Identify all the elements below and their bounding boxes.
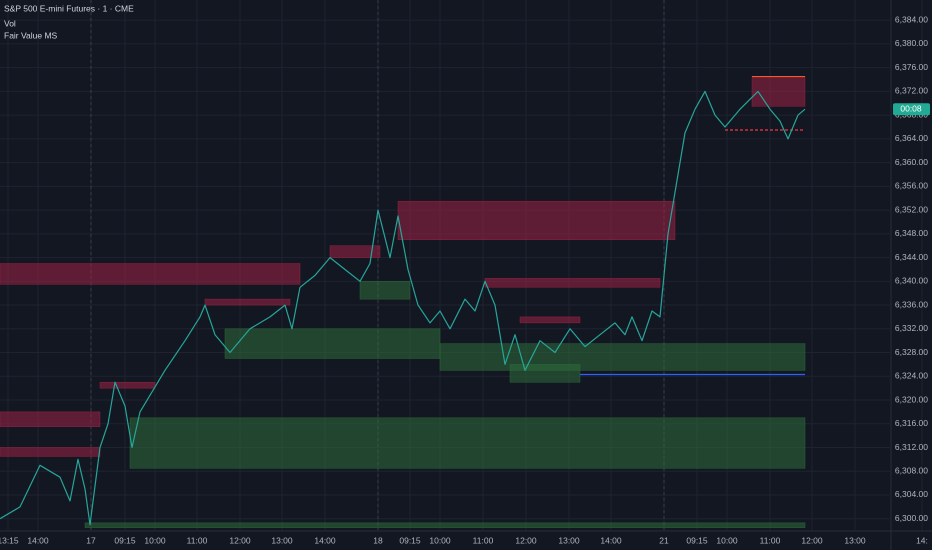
- y-tick-label: 6,352.00: [895, 204, 928, 214]
- last-price-box: [893, 103, 930, 116]
- x-tick-label: 09:15: [686, 535, 708, 545]
- x-tick-label: 09:15: [399, 535, 421, 545]
- x-tick-label: 14:00: [600, 535, 622, 545]
- y-tick-label: 6,348.00: [895, 228, 928, 238]
- y-tick-label: 6,344.00: [895, 252, 928, 262]
- x-tick-label: 11:00: [187, 535, 208, 545]
- x-tick-label: 13:00: [844, 535, 866, 545]
- y-tick-label: 6,312.00: [895, 442, 928, 452]
- y-tick-label: 6,332.00: [895, 323, 928, 333]
- axes: 6,300.00 6,304.00 6,308.00 6,312.00 6,316.00…: [0, 14, 930, 545]
- last-price-label: 00:08: [900, 103, 922, 113]
- x-tick-label: 12:00: [229, 535, 251, 545]
- y-tick-label: 6,340.00: [895, 276, 928, 286]
- x-tick-label: 13:00: [558, 535, 580, 545]
- x-tick-label: 18: [373, 535, 383, 545]
- y-tick-label: 6,360.00: [895, 157, 928, 167]
- y-tick-label: 6,324.00: [895, 371, 928, 381]
- fair-value-zone: [0, 447, 101, 457]
- chart-title: S&P 500 E-mini Futures · 1 · CME: [4, 3, 134, 13]
- price: [0, 90, 806, 526]
- fair-value-zone: [129, 417, 806, 469]
- fair-value-zone: [99, 381, 156, 389]
- y-tick-label: 6,364.00: [895, 133, 928, 143]
- x-tick-label: 13:15: [0, 535, 19, 545]
- fair-value-zone: [224, 328, 441, 359]
- x-tick-label: 14:00: [27, 535, 49, 545]
- fair-value-zone: [751, 76, 806, 107]
- x-tick-label: 12:00: [801, 535, 823, 545]
- y-tick-label: 6,380.00: [895, 38, 928, 48]
- price-line: [0, 90, 806, 526]
- fair-value-zone: [0, 411, 101, 427]
- fair-value-zone: [509, 364, 581, 383]
- fair-value-zone: [84, 522, 806, 528]
- y-tick-label: 6,328.00: [895, 347, 928, 357]
- x-tick-label: 10:00: [429, 535, 451, 545]
- indicator-label: Vol: [4, 18, 16, 28]
- y-tick-label: 6,356.00: [895, 181, 928, 191]
- y-tick-label: 6,372.00: [895, 86, 928, 96]
- fair-value-zone: [329, 245, 381, 258]
- y-tick-label: 6,384.00: [895, 14, 928, 24]
- x-tick-label: 11:00: [473, 535, 494, 545]
- y-tick-label: 6,308.00: [895, 465, 928, 475]
- y-tick-label: 6,336.00: [895, 299, 928, 309]
- fair-value-zone: [359, 281, 411, 300]
- zones: [0, 75, 806, 528]
- fair-value-zone: [439, 343, 806, 371]
- x-tick-label: 10:00: [716, 535, 738, 545]
- x-tick-label: 12:00: [515, 535, 537, 545]
- fair-value-zone: [397, 200, 676, 241]
- y-tick-label: 6,304.00: [895, 489, 928, 499]
- x-tick-label: 11:00: [760, 535, 781, 545]
- fair-value-zone: [519, 316, 581, 324]
- fair-value-zone: [484, 278, 661, 288]
- x-tick-label: 14:00: [314, 535, 336, 545]
- x-tick-label: 10:00: [144, 535, 166, 545]
- x-tick-label: 13:00: [271, 535, 293, 545]
- x-tick-label: 17: [86, 535, 96, 545]
- x-tick-label: 09:15: [114, 535, 136, 545]
- y-tick-label: 6,300.00: [895, 513, 928, 523]
- x-tick-label: 14:: [916, 535, 928, 545]
- x-tick-label: 21: [659, 535, 669, 545]
- indicator-label: Fair Value MS: [4, 30, 58, 40]
- y-tick-label: 6,316.00: [895, 418, 928, 428]
- fair-value-zone: [204, 298, 291, 306]
- fair-value-zone: [0, 263, 301, 285]
- y-tick-label: 6,320.00: [895, 394, 928, 404]
- y-tick-label: 6,376.00: [895, 62, 928, 72]
